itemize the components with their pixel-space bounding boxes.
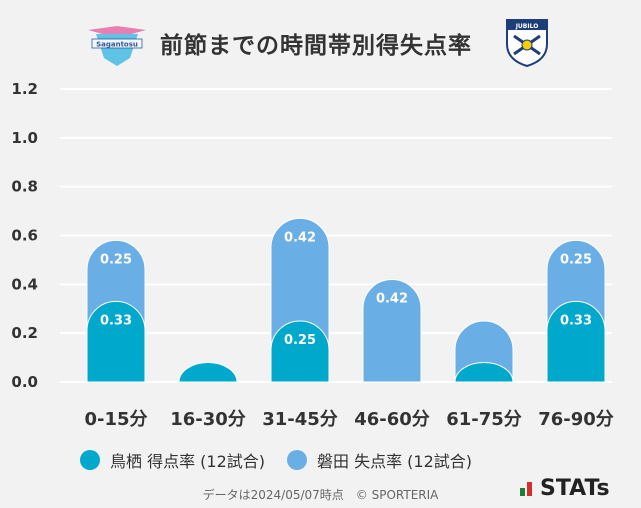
- data-label-away: 0.42: [376, 291, 408, 306]
- stats-bars-icon: [520, 481, 534, 496]
- y-tick-label: 0.2: [11, 324, 38, 342]
- legend-item-home: 鳥栖 得点率 (12試合): [80, 448, 265, 472]
- chart-title: 前節までの時間帯別得失点率: [160, 33, 472, 59]
- data-label-away: 0.25: [100, 252, 132, 267]
- legend-item-away: 磐田 失点率 (12試合): [287, 448, 472, 472]
- y-tick-label: 0.4: [11, 275, 38, 293]
- jubilo-logo: JUBILO: [506, 19, 548, 68]
- data-label-home: 0.33: [100, 313, 132, 328]
- bar-home: [454, 362, 514, 383]
- bar-home: [178, 362, 238, 383]
- jubilo-logo-text: JUBILO: [515, 23, 539, 30]
- sagan-logo-text: Sagantosu: [96, 41, 138, 49]
- footer-note: データは2024/05/07時点 © SPORTERIA: [202, 488, 439, 502]
- x-tick-label: 16-30分: [170, 409, 246, 430]
- bar-home: [546, 301, 606, 383]
- legend-label-away: 磐田 失点率 (12試合): [317, 452, 473, 471]
- bar-home: [86, 301, 146, 383]
- bar-away: [362, 279, 422, 383]
- legend-swatch-away: [287, 450, 307, 470]
- legend-label-home: 鳥栖 得点率 (12試合): [110, 452, 266, 471]
- y-tick-label: 0.6: [11, 227, 38, 245]
- legend-swatch-home: [80, 450, 100, 470]
- y-tick-label: 1.0: [11, 129, 38, 147]
- bar-home: [270, 320, 330, 383]
- x-tick-label: 0-15分: [84, 409, 147, 430]
- data-label-away: 0.25: [560, 252, 592, 267]
- data-label-home: 0.25: [284, 333, 316, 348]
- stats-brand-text: STATs: [540, 476, 610, 501]
- x-tick-label: 46-60分: [354, 409, 430, 430]
- x-tick-label: 31-45分: [262, 409, 338, 430]
- y-tick-label: 0.0: [11, 373, 38, 391]
- stats-brand-logo: STATs: [520, 476, 610, 501]
- sagan-tosu-logo: Sagantosu: [88, 26, 146, 66]
- chart-plot: 0.0 0.2 0.4 0.6 0.8 1.0 1.2 0.25 0.33 0-15分 16-30分…: [11, 80, 614, 430]
- data-label-away: 0.42: [284, 230, 316, 245]
- y-tick-label: 1.2: [11, 80, 38, 98]
- x-tick-label: 61-75分: [446, 409, 522, 430]
- data-label-home: 0.33: [560, 313, 592, 328]
- y-tick-label: 0.8: [11, 178, 38, 196]
- x-tick-label: 76-90分: [538, 409, 614, 430]
